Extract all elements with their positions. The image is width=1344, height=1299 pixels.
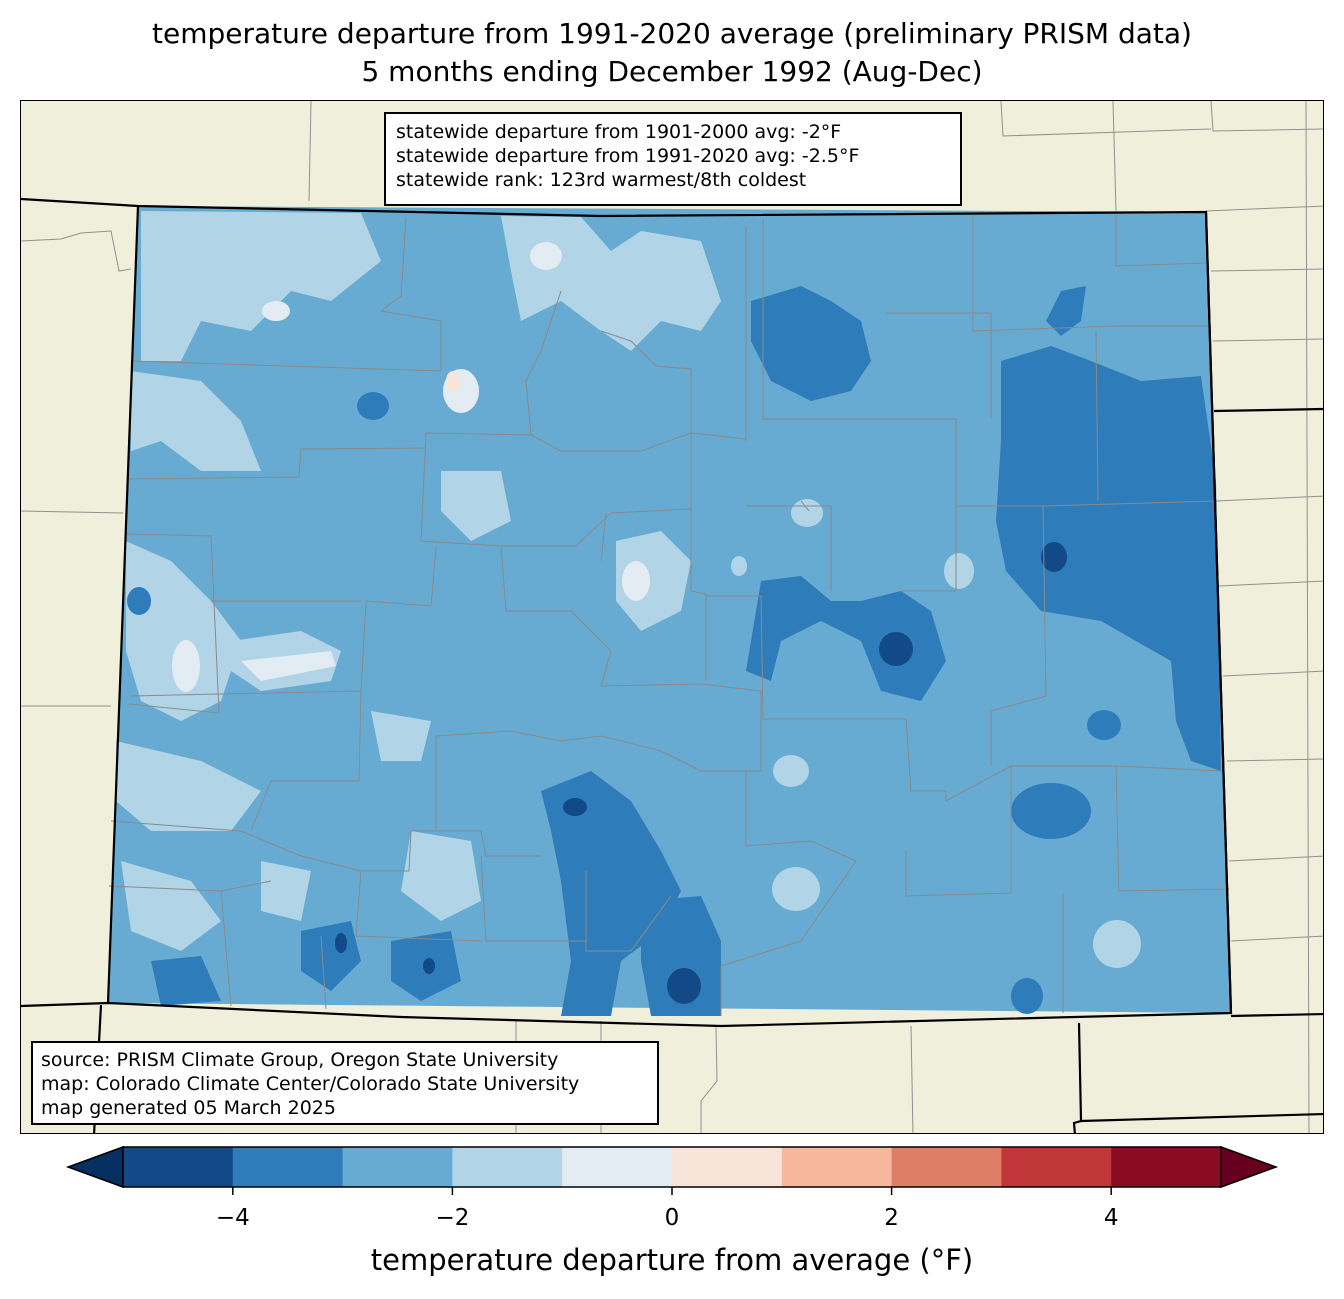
contour-minus4-to-minus3 [127, 286, 1221, 1016]
map-subtitle: 5 months ending December 1992 (Aug-Dec) [361, 55, 983, 88]
statewide-stats-box: statewide departure from 1901-2000 avg: … [384, 112, 962, 206]
stats-line-1: statewide departure from 1901-2000 avg: … [396, 121, 842, 143]
stats-line-3: statewide rank: 123rd warmest/8th coldes… [396, 169, 807, 191]
colorbar-tick-label: 4 [1104, 1205, 1119, 1231]
map-title: temperature departure from 1991-2020 ave… [152, 17, 1192, 50]
county-boundaries [108, 215, 1230, 1016]
colorbar-svg: −4 −2 0 2 4 [65, 1145, 1279, 1231]
colorbar-tick-label: −2 [435, 1205, 469, 1231]
colorado-map [21, 101, 1323, 1133]
colorbar-bin [562, 1147, 673, 1187]
source-line-2: map: Colorado Climate Center/Colorado St… [41, 1073, 580, 1095]
neighbor-boundaries [21, 101, 1323, 1133]
source-line-1: source: PRISM Climate Group, Oregon Stat… [41, 1049, 559, 1071]
colorbar-bin [672, 1147, 783, 1187]
colorbar-bin [891, 1147, 1002, 1187]
stats-line-2: statewide departure from 1991-2020 avg: … [396, 145, 860, 167]
map-panel [20, 100, 1324, 1134]
colorbar-bin [1111, 1147, 1222, 1187]
contour-minus2-to-minus1 [116, 211, 1141, 968]
colorbar-tick-label: 2 [884, 1205, 899, 1231]
colorbar: −4 −2 0 2 4 [0, 1140, 1344, 1280]
colorbar-label: temperature departure from average (°F) [370, 1243, 974, 1277]
colorbar-bin [232, 1147, 344, 1187]
colorbar-tick-label: −4 [216, 1205, 250, 1231]
contour-0-to-1 [446, 371, 460, 391]
source-box: source: PRISM Climate Group, Oregon Stat… [31, 1041, 659, 1125]
colorbar-bin [123, 1147, 234, 1187]
colorbar-under-arrow [65, 1145, 124, 1189]
colorbar-tick-label: 0 [665, 1205, 680, 1231]
colorbar-over-arrow [1220, 1145, 1279, 1189]
source-line-3: map generated 05 March 2025 [41, 1097, 336, 1119]
colorbar-bin [1001, 1147, 1112, 1187]
colorbar-bin [452, 1147, 563, 1187]
colorbar-bin [342, 1147, 453, 1187]
contour-minus5-to-minus4 [335, 542, 1067, 1004]
colorbar-bin [781, 1147, 893, 1187]
